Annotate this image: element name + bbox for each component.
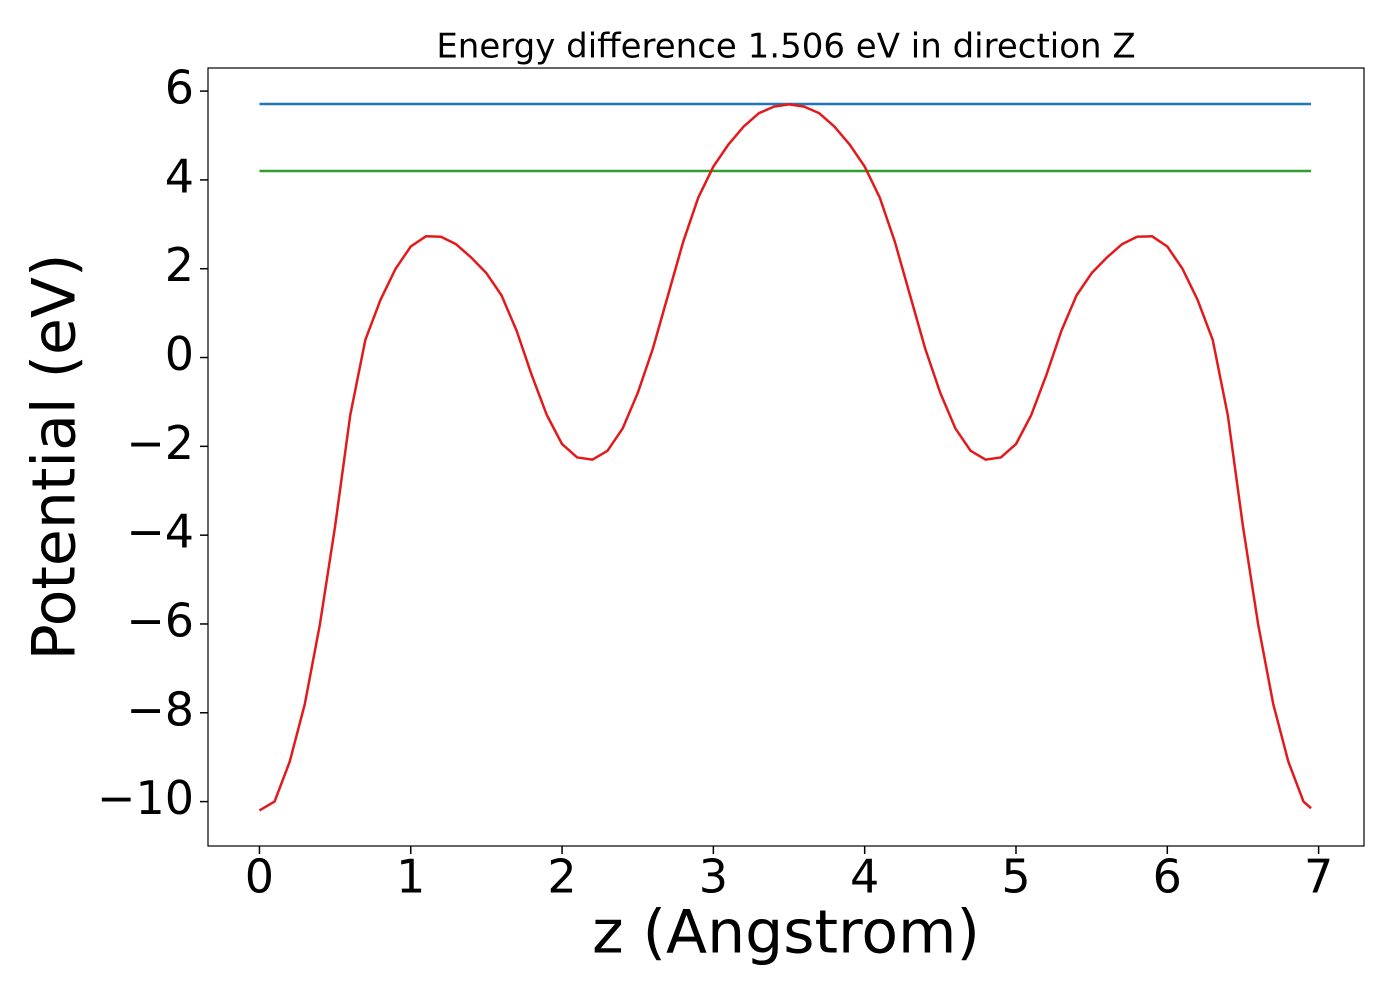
- x-tick-label: 3: [699, 850, 728, 904]
- x-axis-label: z (Angstrom): [592, 898, 980, 968]
- x-tick-label: 7: [1304, 850, 1333, 904]
- x-tick-label: 1: [396, 850, 425, 904]
- y-tick-label: 0: [165, 327, 194, 381]
- y-tick-label: −6: [126, 593, 194, 647]
- y-axis-label: Potential (eV): [20, 254, 90, 661]
- chart-title: Energy difference 1.506 eV in direction …: [436, 27, 1135, 67]
- y-tick-label: −4: [126, 505, 194, 559]
- y-tick-label: 4: [165, 149, 194, 203]
- y-tick-label: −8: [126, 682, 194, 736]
- x-tick-label: 6: [1153, 850, 1182, 904]
- x-tick-label: 2: [547, 850, 576, 904]
- x-tick-label: 5: [1001, 850, 1030, 904]
- y-tick-label: 2: [165, 238, 194, 292]
- y-tick-label: −2: [126, 416, 194, 470]
- x-tick-label: 0: [245, 850, 274, 904]
- y-tick-label: 6: [165, 61, 194, 115]
- line-series: [258, 103, 1312, 812]
- y-tick-label: −10: [97, 771, 194, 825]
- x-tick-label: 4: [850, 850, 879, 904]
- plot-frame: [207, 67, 1365, 847]
